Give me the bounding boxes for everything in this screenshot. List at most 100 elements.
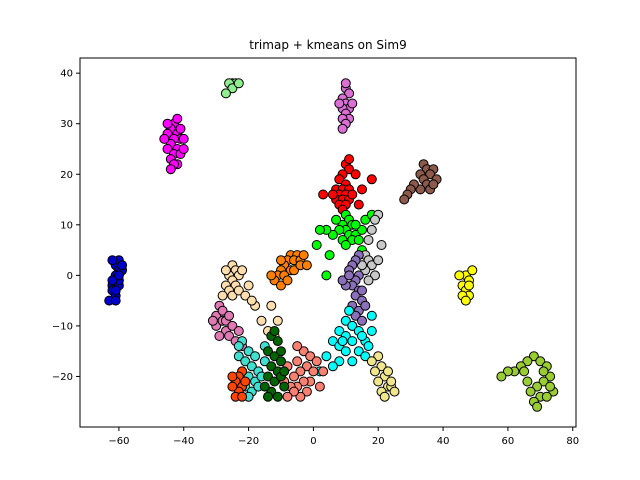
- scatter-point-cluster-3: [347, 98, 358, 109]
- points-layer: [104, 78, 559, 412]
- scatter-point-cluster-14: [366, 310, 377, 321]
- scatter-point-cluster-15: [295, 391, 306, 402]
- scatter-point-cluster-14: [347, 336, 358, 347]
- scatter-point-cluster-13: [227, 320, 238, 331]
- scatter-point-cluster-6: [331, 214, 342, 225]
- scatter-point-cluster-9: [467, 265, 478, 276]
- scatter-point-cluster-13: [224, 331, 235, 341]
- scatter-point-cluster-1: [165, 164, 176, 175]
- scatter-point-cluster-15: [298, 376, 309, 387]
- scatter-point-cluster-6: [324, 250, 335, 261]
- scatter-point-cluster-15: [301, 386, 312, 397]
- scatter-point-cluster-17: [263, 371, 273, 382]
- scatter-point-cluster-19: [389, 386, 400, 397]
- scatter-point-cluster-6: [357, 224, 367, 235]
- scatter-point-cluster-0: [113, 270, 124, 281]
- plot-frame: [79, 57, 577, 428]
- scatter-point-cluster-15: [318, 366, 329, 377]
- scatter-point-cluster-3: [334, 98, 345, 109]
- scatter-point-cluster-1: [178, 133, 189, 144]
- y-tick-label: 20: [60, 170, 73, 181]
- scatter-point-cluster-17: [269, 376, 280, 387]
- scatter-point-cluster-1: [172, 113, 183, 124]
- scatter-point-cluster-7: [370, 270, 380, 281]
- scatter-point-cluster-12: [233, 285, 244, 296]
- y-tick-label: 0: [67, 271, 73, 282]
- scatter-point-cluster-16: [259, 356, 270, 367]
- scatter-point-cluster-10: [541, 391, 552, 402]
- y-tick-label: 10: [60, 220, 73, 231]
- scatter-point-cluster-12: [227, 290, 238, 301]
- x-axis: −60 −40 −20 0 20 40 60 80: [108, 427, 579, 447]
- scatter-point-cluster-11: [276, 255, 286, 266]
- scatter-point-cluster-10: [502, 366, 513, 377]
- scatter-point-cluster-11: [282, 275, 293, 286]
- scatter-point-cluster-17: [263, 391, 273, 402]
- scatter-point-cluster-1: [162, 144, 173, 154]
- scatter-point-cluster-15: [298, 346, 309, 357]
- scatter-point-cluster-12: [256, 315, 267, 326]
- scatter-point-cluster-10: [545, 381, 556, 392]
- scatter-point-cluster-5: [357, 184, 367, 195]
- scatter-point-cluster-7: [373, 255, 384, 266]
- scatter-point-cluster-6: [321, 270, 332, 281]
- scatter-point-cluster-0: [107, 275, 118, 286]
- x-tick-label: −40: [173, 436, 194, 447]
- scatter-point-cluster-10: [538, 366, 549, 377]
- scatter-point-cluster-6: [350, 219, 361, 230]
- scatter-point-cluster-16: [233, 351, 244, 362]
- scatter-point-cluster-2: [220, 88, 231, 99]
- scatter-point-cluster-7: [363, 235, 374, 245]
- scatter-point-cluster-10: [522, 376, 533, 387]
- scatter-point-cluster-18: [240, 376, 251, 387]
- scatter-point-cluster-19: [379, 391, 390, 402]
- scatter-point-cluster-3: [340, 78, 351, 89]
- x-tick-label: −60: [108, 436, 129, 447]
- scatter-point-cluster-19: [376, 361, 387, 372]
- scatter-point-cluster-17: [276, 356, 286, 367]
- scatter-point-cluster-15: [292, 341, 303, 352]
- scatter-point-cluster-1: [159, 133, 170, 144]
- scatter-point-cluster-10: [525, 386, 536, 397]
- scatter-point-cluster-10: [519, 366, 530, 377]
- scatter-point-cluster-17: [272, 391, 283, 402]
- scatter-point-cluster-15: [308, 366, 319, 377]
- scatter-point-cluster-14: [347, 320, 358, 331]
- scatter-point-cluster-6: [340, 240, 351, 250]
- scatter-point-cluster-16: [243, 346, 254, 357]
- scatter-point-cluster-15: [292, 356, 303, 367]
- scatter-point-cluster-15: [295, 366, 306, 377]
- scatter-point-cluster-10: [522, 356, 533, 367]
- scatter-point-cluster-6: [314, 224, 325, 235]
- scatter-point-cluster-15: [289, 371, 299, 382]
- scatter-point-cluster-17: [263, 346, 273, 357]
- scatter-point-cluster-16: [233, 341, 244, 352]
- scatter-point-cluster-17: [266, 361, 277, 372]
- scatter-point-cluster-8: [357, 285, 367, 296]
- scatter-point-cluster-0: [110, 285, 121, 296]
- scatter-point-cluster-8: [337, 275, 348, 286]
- scatter-point-cluster-6: [360, 214, 371, 225]
- scatter-point-cluster-12: [220, 265, 231, 276]
- scatter-point-cluster-14: [344, 305, 355, 316]
- x-tick-label: 80: [566, 436, 579, 447]
- scatter-point-cluster-14: [357, 331, 367, 341]
- scatter-point-cluster-12: [237, 265, 248, 276]
- scatter-point-cluster-11: [301, 260, 312, 271]
- scatter-point-cluster-12: [240, 290, 251, 301]
- scatter-point-cluster-4: [428, 179, 439, 190]
- scatter-point-cluster-7: [363, 275, 374, 286]
- scatter-point-cluster-14: [321, 351, 332, 362]
- scatter-point-cluster-9: [454, 270, 465, 281]
- chart-title: trimap + kmeans on Sim9: [249, 38, 406, 52]
- scatter-point-cluster-0: [117, 260, 128, 271]
- scatter-point-cluster-14: [366, 326, 377, 336]
- scatter-point-cluster-3: [337, 123, 348, 134]
- scatter-point-cluster-6: [311, 240, 322, 250]
- scatter-point-cluster-11: [298, 250, 309, 261]
- scatter-point-cluster-16: [246, 361, 257, 372]
- scatter-point-cluster-5: [353, 199, 364, 210]
- y-tick-label: −20: [52, 372, 73, 383]
